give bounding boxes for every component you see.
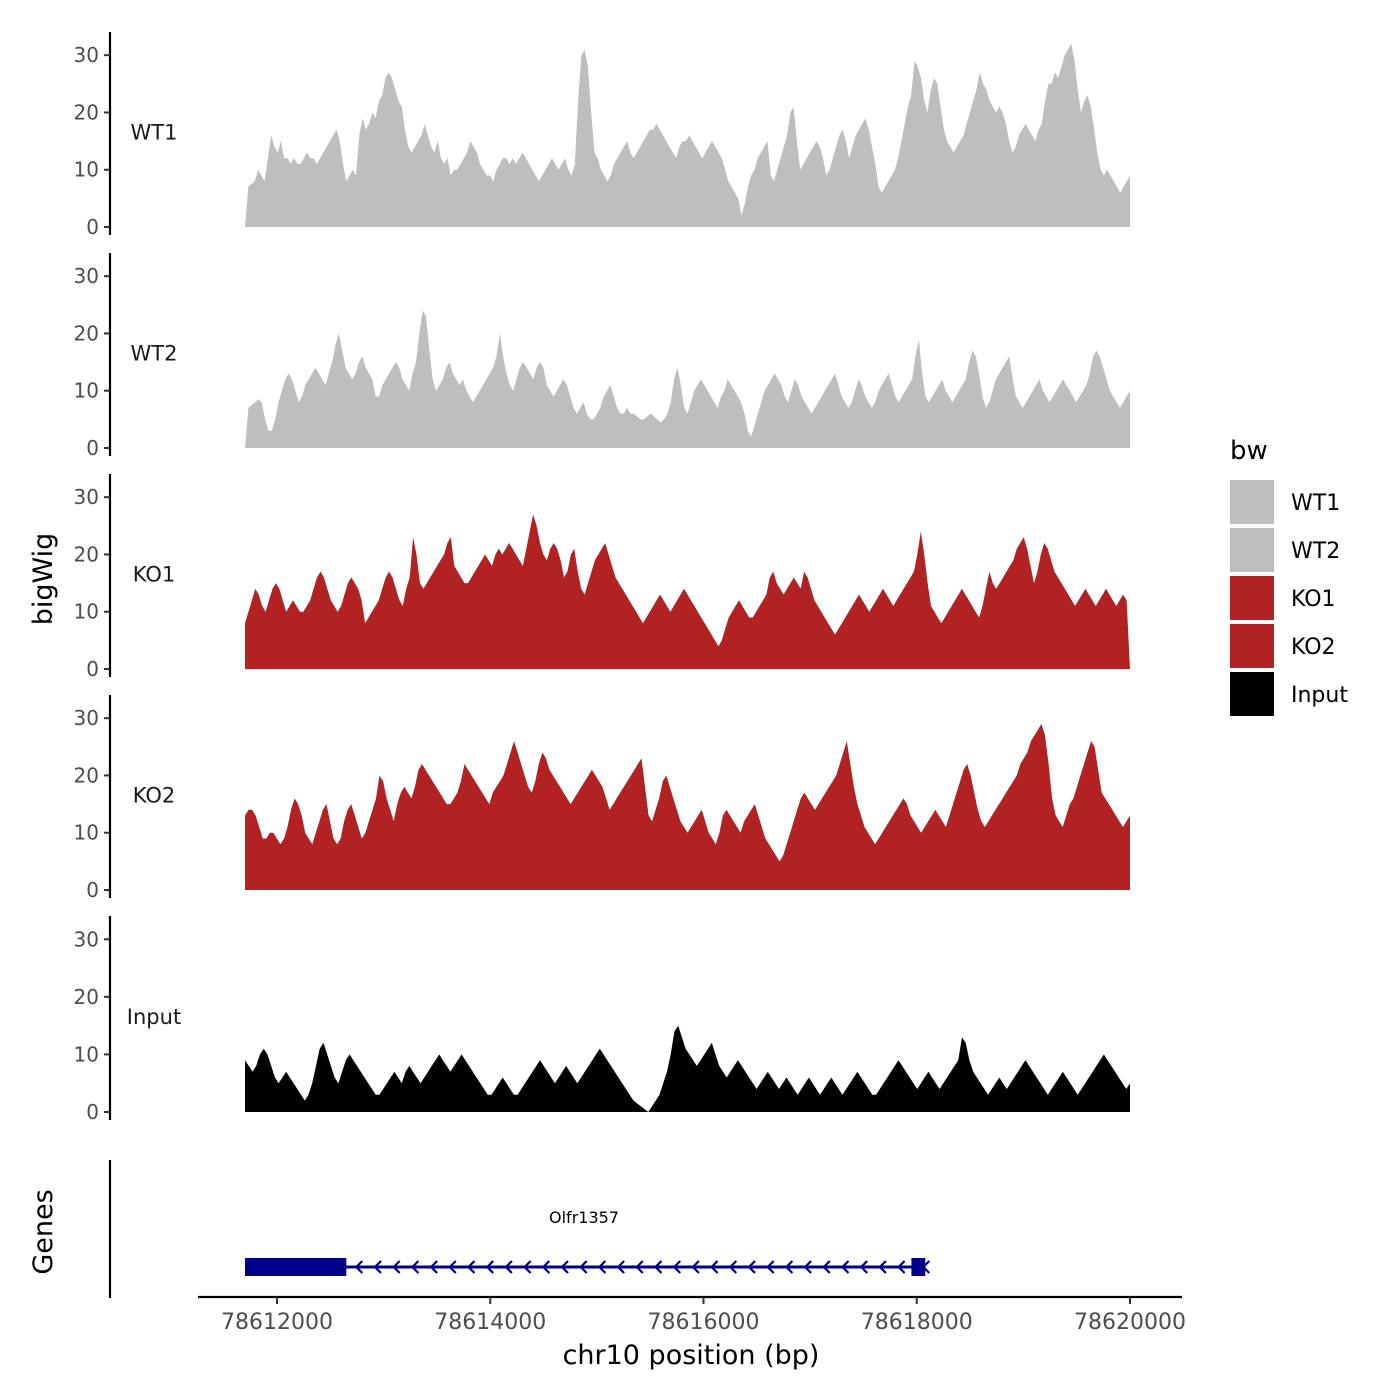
- legend-label-wt1: WT1: [1291, 491, 1340, 516]
- x-axis-title: chr10 position (bp): [563, 1340, 820, 1371]
- strand-arrow: [448, 1260, 457, 1274]
- y-tick-label: 10: [74, 600, 99, 624]
- legend-label-ko1: KO1: [1291, 587, 1336, 612]
- strand-arrow: [579, 1260, 588, 1274]
- strand-arrow: [691, 1260, 700, 1274]
- legend-label-ko2: KO2: [1291, 635, 1336, 660]
- strand-arrow: [803, 1260, 812, 1274]
- y-tick-label: 0: [86, 436, 99, 460]
- y-tick-label: 0: [86, 878, 99, 902]
- y-tick-label: 30: [74, 264, 99, 288]
- track-input: 0 10 20 30 Input: [74, 916, 1130, 1124]
- track-ko2: 0 10 20 30 KO2: [74, 695, 1130, 902]
- y-tick-label: 10: [74, 379, 99, 403]
- strand-arrow: [410, 1260, 420, 1274]
- track-wt1: 0 10 20 30 WT1: [74, 32, 1130, 239]
- strand-arrow: [466, 1260, 476, 1274]
- legend: bw WT1 WT2 KO1 KO2 Input: [1230, 436, 1348, 716]
- x-axis: 78612000 78614000 78616000 78618000 78620000: [198, 1295, 1186, 1335]
- strand-arrow: [635, 1260, 644, 1274]
- legend-title: bw: [1230, 436, 1268, 466]
- strand-arrow: [747, 1260, 756, 1274]
- area-wt2: [245, 310, 1130, 448]
- legend-swatch-wt1: [1230, 480, 1274, 524]
- track-label-input: Input: [127, 1005, 181, 1029]
- strand-arrow: [784, 1260, 794, 1274]
- strand-arrow: [878, 1260, 887, 1274]
- strand-arrow: [766, 1260, 775, 1274]
- strand-arrow: [354, 1260, 364, 1274]
- y-tick-label: 0: [86, 1100, 99, 1124]
- bigwig-tracks: 0 10 20 30 WT1 0 10 20 30 WT2 0 10 20 30 KO1 0 10 20 30 KO2…: [74, 32, 1130, 1124]
- y-tick-label: 0: [86, 657, 99, 681]
- track-label-wt2: WT2: [131, 342, 178, 366]
- track-label-ko1: KO1: [133, 563, 176, 587]
- x-tick-label: 78618000: [861, 1310, 973, 1335]
- y-tick-label: 20: [74, 321, 99, 345]
- track-wt2: 0 10 20 30 WT2: [74, 253, 1130, 460]
- strand-arrow: [597, 1260, 607, 1274]
- legend-swatch-input: [1230, 672, 1274, 716]
- x-tick-label: 78612000: [221, 1310, 333, 1335]
- y-tick-label: 10: [74, 158, 99, 182]
- y-tick-label: 10: [74, 821, 99, 845]
- legend-label-input: Input: [1291, 683, 1348, 708]
- strand-arrow: [504, 1260, 513, 1274]
- legend-swatch-wt2: [1230, 528, 1274, 572]
- track-ko1: 0 10 20 30 KO1: [74, 474, 1130, 681]
- y-tick-label: 0: [86, 215, 99, 239]
- y-tick-label: 30: [74, 485, 99, 509]
- strand-arrow: [710, 1260, 719, 1274]
- strand-arrow: [859, 1260, 868, 1274]
- y-tick-label: 30: [74, 927, 99, 951]
- area-input: [245, 1025, 1130, 1112]
- gene-track-title: Genes: [28, 1189, 59, 1274]
- strand-arrow: [672, 1260, 681, 1274]
- strand-arrow: [392, 1260, 401, 1274]
- strand-arrow: [897, 1260, 906, 1274]
- strand-arrow: [616, 1260, 625, 1274]
- strand-arrow: [822, 1260, 831, 1274]
- strand-arrow: [840, 1260, 850, 1274]
- track-label-wt1: WT1: [131, 121, 178, 145]
- y-tick-label: 20: [74, 100, 99, 124]
- area-ko2: [245, 723, 1130, 890]
- y-tick-label: 20: [74, 763, 99, 787]
- gene-exon: [911, 1258, 926, 1276]
- strand-arrow: [541, 1260, 551, 1274]
- strand-arrow: [653, 1260, 663, 1274]
- gene-name-label: Olfr1357: [549, 1208, 619, 1227]
- strand-arrow: [560, 1260, 569, 1274]
- gene-exon: [245, 1258, 347, 1276]
- area-ko1: [245, 514, 1130, 669]
- x-tick-label: 78620000: [1074, 1310, 1186, 1335]
- y-tick-label: 20: [74, 542, 99, 566]
- y-axis-title: bigWig: [28, 533, 59, 626]
- gene-track: Olfr1357: [108, 1160, 931, 1298]
- y-tick-label: 30: [74, 706, 99, 730]
- y-tick-label: 20: [74, 985, 99, 1009]
- strand-arrow: [728, 1260, 738, 1274]
- x-tick-label: 78616000: [648, 1310, 760, 1335]
- strand-arrow: [373, 1260, 382, 1274]
- strand-arrow: [523, 1260, 532, 1274]
- legend-label-wt2: WT2: [1291, 539, 1340, 564]
- legend-swatch-ko2: [1230, 624, 1274, 668]
- x-tick-label: 78614000: [434, 1310, 546, 1335]
- y-tick-label: 30: [74, 43, 99, 67]
- legend-swatch-ko1: [1230, 576, 1274, 620]
- strand-arrow: [429, 1260, 438, 1274]
- y-tick-label: 10: [74, 1042, 99, 1066]
- strand-arrow: [485, 1260, 494, 1274]
- track-label-ko2: KO2: [133, 784, 176, 808]
- area-wt1: [245, 43, 1130, 228]
